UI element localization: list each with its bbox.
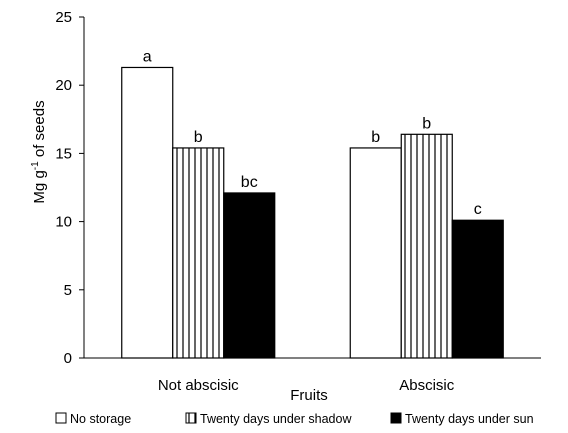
data-label: b xyxy=(194,129,203,146)
legend-label: Twenty days under sun xyxy=(405,412,534,426)
bar-2-1 xyxy=(349,147,402,359)
x-axis-label: Fruits xyxy=(290,387,328,404)
x-category-label: Abscisic xyxy=(399,377,455,394)
bar-2-3 xyxy=(451,219,504,359)
y-tick-label: 10 xyxy=(55,214,72,231)
bar-2-2 xyxy=(400,133,453,359)
data-label: b xyxy=(371,129,380,146)
x-axis: Not abscisic Abscisic xyxy=(84,357,541,394)
bar-1-2 xyxy=(172,147,225,359)
legend: No storage Twenty days under shadow Twenty… xyxy=(55,412,534,426)
data-label: bc xyxy=(241,174,258,191)
bar-1-1 xyxy=(121,66,174,359)
data-label: b xyxy=(422,115,431,132)
legend-label: Twenty days under shadow xyxy=(200,412,352,426)
legend-label: No storage xyxy=(70,412,131,426)
bar-1-3 xyxy=(223,192,276,359)
legend-swatch xyxy=(185,412,197,424)
y-tick-label: 5 xyxy=(64,282,72,299)
x-category-label: Not abscisic xyxy=(158,377,239,394)
y-axis: 0 5 10 15 20 25 xyxy=(55,9,85,367)
data-label: c xyxy=(474,201,482,218)
y-axis-label: Mg g-1 of seeds xyxy=(30,100,48,203)
y-tick-label: 25 xyxy=(55,9,72,26)
y-tick-label: 15 xyxy=(55,145,72,162)
y-tick-label: 0 xyxy=(64,350,72,367)
y-tick-label: 20 xyxy=(55,77,72,94)
data-label: a xyxy=(143,48,152,65)
legend-swatch xyxy=(390,412,402,424)
legend-swatch xyxy=(55,412,67,424)
